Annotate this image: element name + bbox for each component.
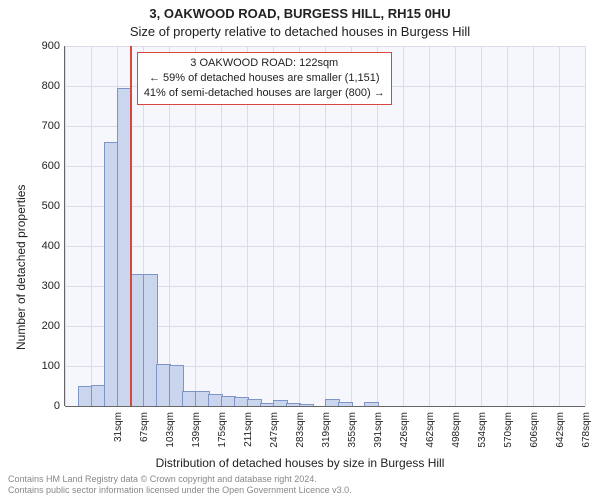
x-tick-label: 606sqm (529, 412, 540, 462)
y-tick-label: 600 (25, 160, 60, 172)
x-tick-label: 391sqm (373, 412, 384, 462)
annotation-line1: 3 OAKWOOD ROAD: 122sqm (144, 56, 385, 71)
chart-subtitle: Size of property relative to detached ho… (0, 24, 600, 39)
y-tick-label: 0 (25, 400, 60, 412)
x-tick-label: 175sqm (217, 412, 228, 462)
property-marker-line (130, 46, 132, 406)
x-axis-line (65, 406, 585, 407)
y-tick-label: 200 (25, 320, 60, 332)
x-tick-label: 642sqm (555, 412, 566, 462)
x-tick-label: 678sqm (581, 412, 592, 462)
y-axis-line (64, 46, 65, 406)
footer-attribution: Contains HM Land Registry data © Crown c… (8, 474, 352, 496)
x-tick-label: 139sqm (191, 412, 202, 462)
y-tick-label: 800 (25, 80, 60, 92)
y-tick-label: 500 (25, 200, 60, 212)
footer-line2: Contains public sector information licen… (8, 485, 352, 496)
gridline-vertical (429, 46, 430, 406)
gridline-vertical (403, 46, 404, 406)
y-tick-label: 400 (25, 240, 60, 252)
x-tick-label: 211sqm (243, 412, 254, 462)
y-tick-label: 700 (25, 120, 60, 132)
gridline-vertical (533, 46, 534, 406)
gridline-vertical (65, 46, 66, 406)
gridline-vertical (585, 46, 586, 406)
x-tick-label: 67sqm (139, 412, 150, 462)
x-tick-label: 31sqm (113, 412, 124, 462)
annotation-line2: ← 59% of detached houses are smaller (1,… (144, 71, 385, 86)
x-tick-label: 498sqm (451, 412, 462, 462)
gridline-vertical (507, 46, 508, 406)
chart-title-address: 3, OAKWOOD ROAD, BURGESS HILL, RH15 0HU (0, 6, 600, 21)
gridline-vertical (481, 46, 482, 406)
x-axis-label: Distribution of detached houses by size … (0, 456, 600, 470)
x-tick-label: 426sqm (399, 412, 410, 462)
gridline-vertical (559, 46, 560, 406)
y-tick-label: 900 (25, 40, 60, 52)
gridline-vertical (91, 46, 92, 406)
chart-container: 3, OAKWOOD ROAD, BURGESS HILL, RH15 0HU … (0, 0, 600, 500)
y-tick-label: 100 (25, 360, 60, 372)
x-tick-label: 319sqm (321, 412, 332, 462)
y-tick-label: 300 (25, 280, 60, 292)
x-tick-label: 570sqm (503, 412, 514, 462)
x-tick-label: 103sqm (165, 412, 176, 462)
annotation-box: 3 OAKWOOD ROAD: 122sqm ← 59% of detached… (137, 52, 392, 105)
gridline-vertical (455, 46, 456, 406)
x-tick-label: 462sqm (425, 412, 436, 462)
annotation-line3: 41% of semi-detached houses are larger (… (144, 86, 385, 101)
x-tick-label: 355sqm (347, 412, 358, 462)
x-tick-label: 283sqm (295, 412, 306, 462)
x-tick-label: 247sqm (269, 412, 280, 462)
x-tick-label: 534sqm (477, 412, 488, 462)
plot-area: 3 OAKWOOD ROAD: 122sqm ← 59% of detached… (65, 46, 585, 406)
footer-line1: Contains HM Land Registry data © Crown c… (8, 474, 352, 485)
